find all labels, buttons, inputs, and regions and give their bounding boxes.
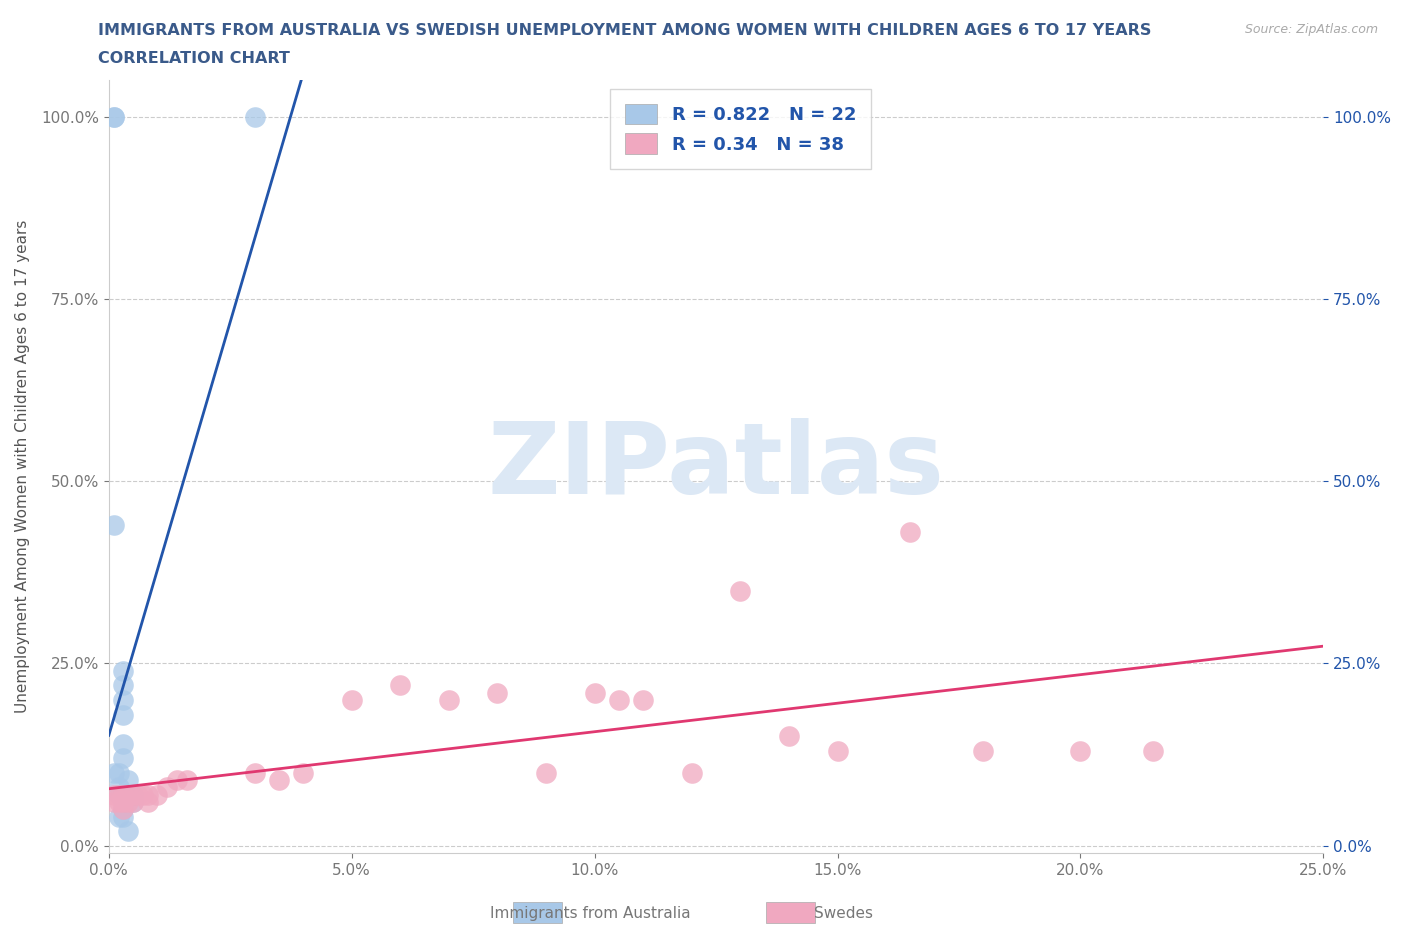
Point	[112, 678, 135, 693]
Point	[127, 788, 149, 803]
Point	[103, 109, 125, 124]
Point	[681, 765, 703, 780]
Point	[267, 773, 290, 788]
Point	[146, 788, 169, 803]
Legend: R = 0.822   N = 22, R = 0.34   N = 38: R = 0.822 N = 22, R = 0.34 N = 38	[610, 89, 870, 168]
Point	[486, 685, 509, 700]
Point	[107, 788, 129, 803]
Point	[103, 788, 125, 803]
Point	[437, 693, 460, 708]
Point	[631, 693, 654, 708]
Text: Swedes: Swedes	[814, 906, 873, 921]
Point	[243, 765, 266, 780]
Point	[117, 788, 139, 803]
Point	[136, 794, 159, 809]
Point	[340, 693, 363, 708]
Point	[827, 744, 849, 759]
Point	[107, 765, 129, 780]
Point	[583, 685, 606, 700]
Point	[112, 693, 135, 708]
Text: ZIPatlas: ZIPatlas	[488, 418, 945, 515]
Point	[292, 765, 315, 780]
Point	[1142, 744, 1164, 759]
Point	[136, 788, 159, 803]
Y-axis label: Unemployment Among Women with Children Ages 6 to 17 years: Unemployment Among Women with Children A…	[15, 219, 30, 713]
Point	[607, 693, 630, 708]
Point	[117, 773, 139, 788]
Point	[389, 678, 412, 693]
Point	[103, 794, 125, 809]
Text: Source: ZipAtlas.com: Source: ZipAtlas.com	[1244, 23, 1378, 36]
Text: CORRELATION CHART: CORRELATION CHART	[98, 51, 290, 66]
Point	[156, 780, 179, 795]
Point	[122, 794, 145, 809]
Point	[898, 525, 921, 539]
Point	[132, 788, 155, 803]
Point	[112, 788, 135, 803]
Point	[112, 663, 135, 678]
Text: IMMIGRANTS FROM AUSTRALIA VS SWEDISH UNEMPLOYMENT AMONG WOMEN WITH CHILDREN AGES: IMMIGRANTS FROM AUSTRALIA VS SWEDISH UNE…	[98, 23, 1152, 38]
Point	[112, 737, 135, 751]
Point	[122, 788, 145, 803]
Text: Immigrants from Australia: Immigrants from Australia	[491, 906, 690, 921]
Point	[107, 780, 129, 795]
Point	[117, 794, 139, 809]
Point	[112, 751, 135, 765]
Point	[1069, 744, 1091, 759]
Point	[122, 788, 145, 803]
Point	[103, 517, 125, 532]
Point	[112, 794, 135, 809]
Point	[117, 824, 139, 839]
Point	[112, 809, 135, 824]
Point	[112, 802, 135, 817]
Point	[243, 109, 266, 124]
Point	[112, 802, 135, 817]
Point	[166, 773, 188, 788]
Point	[778, 729, 800, 744]
Point	[112, 707, 135, 722]
Point	[103, 109, 125, 124]
Point	[972, 744, 994, 759]
Point	[107, 794, 129, 809]
Point	[730, 583, 752, 598]
Point	[117, 788, 139, 803]
Point	[107, 809, 129, 824]
Point	[122, 794, 145, 809]
Point	[534, 765, 557, 780]
Point	[107, 788, 129, 803]
Point	[176, 773, 198, 788]
Point	[103, 765, 125, 780]
